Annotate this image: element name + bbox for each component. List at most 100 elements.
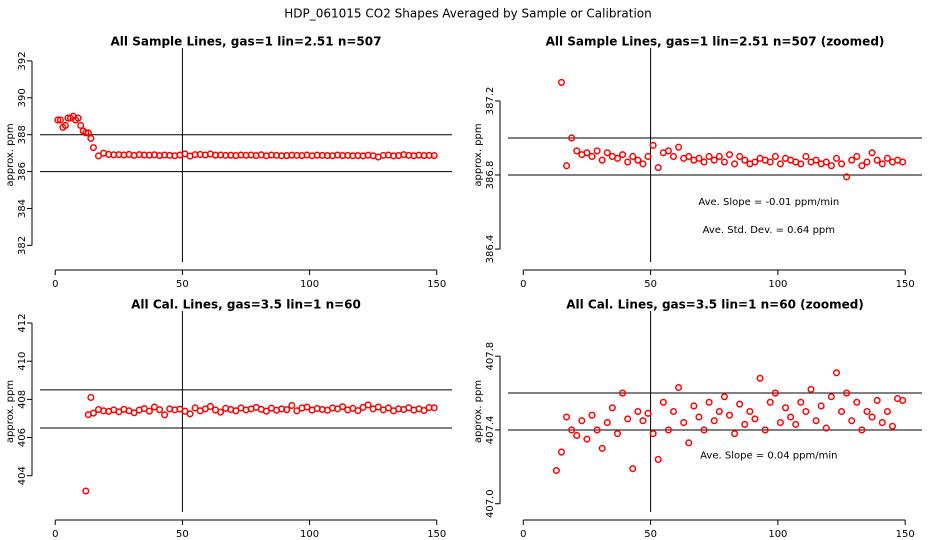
data-point bbox=[573, 431, 581, 440]
data-point bbox=[837, 160, 846, 168]
data-point bbox=[56, 116, 64, 124]
data-point bbox=[578, 417, 586, 425]
data-point bbox=[822, 158, 830, 166]
data-point bbox=[700, 426, 708, 434]
data-point bbox=[832, 154, 841, 162]
data-point bbox=[603, 419, 611, 427]
data-point bbox=[588, 411, 596, 419]
data-point bbox=[725, 411, 734, 419]
data-point bbox=[420, 406, 428, 415]
data-point bbox=[868, 149, 876, 157]
data-point bbox=[741, 420, 749, 428]
data-point bbox=[619, 389, 627, 397]
data-point bbox=[878, 419, 886, 427]
data-point bbox=[761, 426, 769, 434]
data-point bbox=[853, 398, 861, 406]
data-point bbox=[883, 407, 891, 416]
data-point bbox=[624, 415, 632, 423]
data-point bbox=[812, 156, 820, 164]
data-point bbox=[94, 152, 103, 160]
panel-title: All Sample Lines, gas=1 lin=2.51 n=507 bbox=[111, 35, 382, 49]
data-point bbox=[649, 430, 657, 438]
x-tick-label: 0 bbox=[52, 529, 58, 540]
data-point bbox=[354, 407, 362, 415]
data-point bbox=[613, 430, 622, 438]
data-point bbox=[77, 121, 85, 130]
data-point bbox=[664, 426, 672, 434]
data-point bbox=[888, 422, 897, 430]
data-point bbox=[364, 401, 372, 409]
x-tick-label: 150 bbox=[896, 529, 915, 540]
x-tick-label: 100 bbox=[768, 529, 787, 540]
data-point bbox=[624, 158, 632, 166]
y-tick-label: 407.8 bbox=[485, 342, 496, 371]
data-point bbox=[720, 393, 728, 401]
data-point bbox=[619, 151, 627, 159]
data-point bbox=[741, 156, 749, 164]
data-point bbox=[82, 129, 90, 137]
data-point bbox=[715, 407, 723, 416]
annotation: Ave. Slope = 0.04 ppm/min bbox=[700, 451, 837, 462]
data-point bbox=[827, 162, 835, 170]
data-point bbox=[705, 398, 713, 406]
data-point bbox=[552, 466, 560, 475]
data-point bbox=[863, 158, 871, 166]
data-point bbox=[603, 149, 611, 157]
panel-title: All Cal. Lines, gas=3.5 lin=1 n=60 (zoom… bbox=[566, 298, 864, 312]
data-point bbox=[837, 407, 846, 416]
y-axis-label: approx. ppm bbox=[5, 380, 16, 443]
y-axis-label: approx. ppm bbox=[473, 123, 484, 186]
x-tick-label: 100 bbox=[300, 529, 319, 540]
data-point bbox=[89, 409, 97, 417]
y-axis-label: approx. ppm bbox=[5, 123, 16, 186]
data-point bbox=[262, 407, 270, 415]
data-point bbox=[161, 411, 169, 419]
data-point bbox=[583, 149, 591, 157]
data-point bbox=[710, 417, 718, 425]
data-point bbox=[191, 404, 199, 412]
data-point bbox=[787, 413, 795, 421]
data-point bbox=[430, 404, 438, 412]
data-point bbox=[588, 152, 596, 161]
data-point bbox=[384, 404, 392, 412]
x-tick-label: 0 bbox=[520, 529, 526, 540]
data-point bbox=[598, 156, 606, 164]
data-point bbox=[731, 430, 739, 438]
data-point bbox=[751, 415, 759, 423]
data-point bbox=[598, 444, 606, 452]
data-point bbox=[206, 402, 214, 410]
data-point bbox=[863, 407, 871, 416]
data-point bbox=[82, 487, 90, 495]
y-tick-label: 406 bbox=[17, 428, 28, 447]
y-tick-label: 388 bbox=[17, 125, 28, 144]
data-point bbox=[797, 160, 805, 168]
data-point bbox=[87, 134, 95, 142]
data-point bbox=[654, 455, 662, 463]
data-point bbox=[288, 401, 296, 410]
data-point bbox=[155, 406, 164, 414]
data-point bbox=[853, 152, 861, 161]
data-point bbox=[54, 116, 62, 124]
data-point bbox=[736, 400, 744, 408]
data-point bbox=[74, 114, 82, 122]
y-tick-label: 407.0 bbox=[485, 489, 496, 518]
x-tick-label: 0 bbox=[520, 279, 526, 290]
data-point bbox=[792, 420, 800, 428]
data-point bbox=[725, 151, 734, 159]
y-tick-label: 410 bbox=[17, 352, 28, 371]
y-tick-label: 392 bbox=[17, 51, 28, 70]
y-tick-label: 386.4 bbox=[485, 235, 496, 264]
data-point bbox=[664, 147, 672, 155]
data-point bbox=[283, 406, 291, 414]
data-point bbox=[710, 156, 718, 164]
data-point bbox=[873, 156, 881, 164]
data-point bbox=[145, 407, 153, 415]
data-point bbox=[89, 144, 97, 152]
data-point bbox=[797, 398, 805, 406]
data-point bbox=[593, 426, 601, 434]
data-point bbox=[848, 417, 856, 425]
data-point bbox=[771, 389, 779, 397]
data-point bbox=[776, 160, 784, 168]
data-point bbox=[690, 402, 698, 410]
x-tick-label: 50 bbox=[176, 529, 189, 540]
